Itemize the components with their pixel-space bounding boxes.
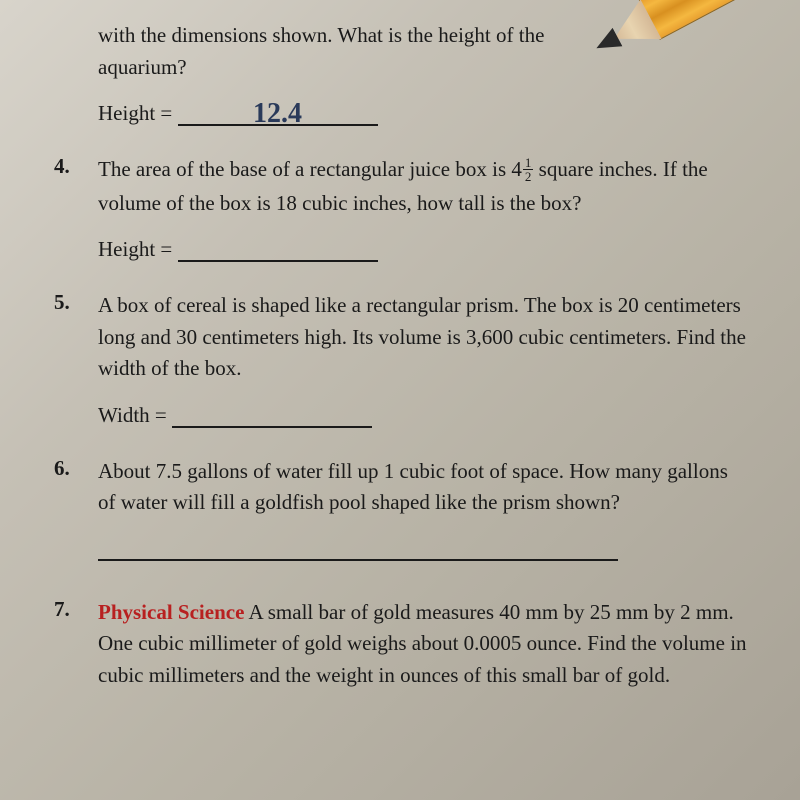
answer-blank-top[interactable]: 12.4	[178, 102, 378, 126]
problem-number-5: 5.	[54, 290, 70, 315]
answer-row-top: Height = 12.4	[50, 101, 750, 126]
frac-whole: 4	[511, 154, 522, 186]
problem-6: 6. About 7.5 gallons of water fill up 1 …	[50, 456, 750, 561]
problem-text-4: The area of the base of a rectangular ju…	[50, 154, 750, 219]
problem-number-7: 7.	[54, 597, 70, 622]
problem-number-4: 4.	[54, 154, 70, 179]
problem-7: 7. Physical Science A small bar of gold …	[50, 597, 750, 692]
answer-blank-6[interactable]	[98, 537, 618, 561]
problem-4: 4. The area of the base of a rectangular…	[50, 154, 750, 262]
problem-5: 5. A box of cereal is shaped like a rect…	[50, 290, 750, 428]
problem-category-7: Physical Science	[98, 600, 244, 624]
answer-blank-5[interactable]	[172, 404, 372, 428]
frac-den: 2	[523, 170, 534, 183]
answer-label-5: Width =	[98, 403, 167, 427]
p4-text-before: The area of the base of a rectangular ju…	[98, 157, 511, 181]
handwritten-answer: 12.4	[253, 98, 302, 129]
answer-blank-4[interactable]	[178, 238, 378, 262]
answer-label-top: Height =	[98, 101, 172, 125]
problem-text-6: About 7.5 gallons of water fill up 1 cub…	[50, 456, 750, 519]
answer-row-5: Width =	[50, 403, 750, 428]
problem-text-7: Physical Science A small bar of gold mea…	[50, 597, 750, 692]
frac-num: 1	[523, 156, 534, 170]
problem-number-6: 6.	[54, 456, 70, 481]
answer-row-4: Height =	[50, 237, 750, 262]
fraction-4-1-2: 412	[511, 153, 533, 186]
problem-text-5: A box of cereal is shaped like a rectang…	[50, 290, 750, 385]
answer-label-4: Height =	[98, 237, 172, 261]
partial-text-line2: aquarium?	[50, 52, 750, 84]
